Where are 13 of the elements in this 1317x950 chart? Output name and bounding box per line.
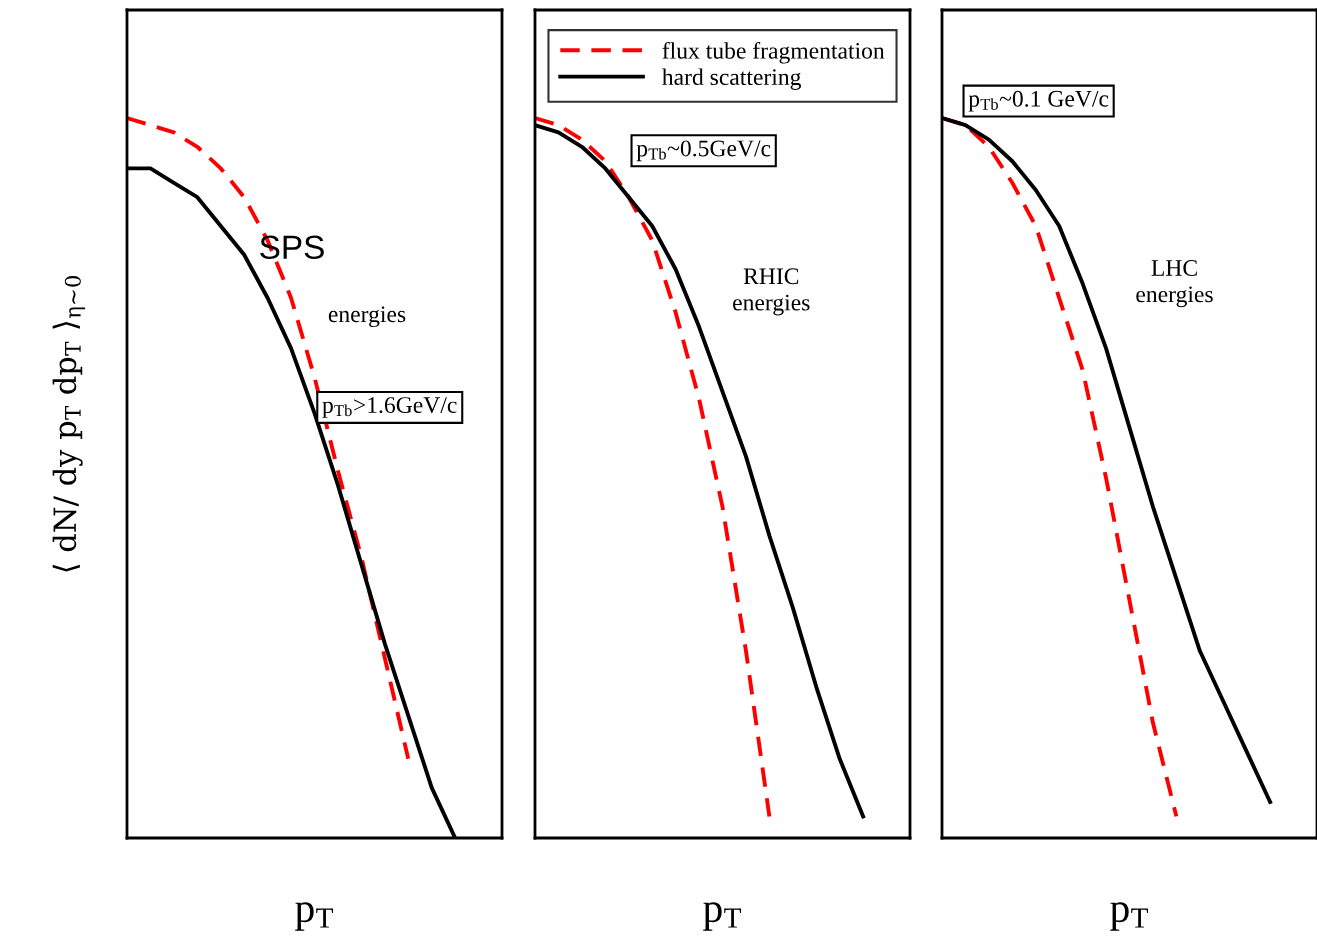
x-axis-title: p$_{T}$	[295, 902, 333, 931]
annotation: SPS	[260, 235, 324, 260]
x-axis-title: p$_{T}$	[703, 902, 741, 931]
legend-label: hard scattering	[662, 68, 801, 90]
text: p$_{Tb}$~0.1 GeV/c	[968, 90, 1109, 112]
annotation: RHIC energies	[733, 268, 810, 316]
x-axis-title: p$_{T}$	[1110, 902, 1148, 931]
y-axis-title: ⟨ dN/ dy p$_{T}$ dp$_{T}$ ⟩$_{η∼0}$	[52, 275, 86, 572]
annotation: energies	[328, 306, 406, 328]
annotation: p$_{Tb}$~0.5GeV/c	[636, 140, 771, 162]
annotation: p$_{Tb}$>1.6GeV/c	[322, 397, 457, 418]
legend-label: flux tube fragmentation	[662, 41, 885, 64]
annotation: LHC energies	[1136, 260, 1213, 308]
